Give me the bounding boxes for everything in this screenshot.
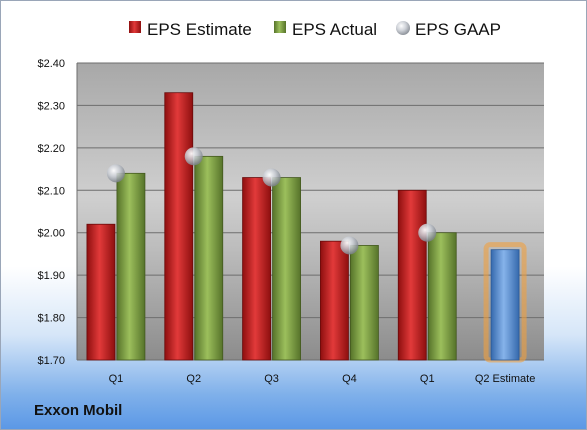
legend-item-eps-estimate: EPS Estimate <box>129 20 252 39</box>
plot-area <box>77 63 544 360</box>
company-name: Exxon Mobil <box>34 402 123 419</box>
y-tick-label: $2.00 <box>37 228 65 240</box>
bar-q2-estimate <box>490 249 520 361</box>
legend-item-eps-actual: EPS Actual <box>274 20 377 39</box>
legend-item-eps-gaap: EPS GAAP <box>396 20 501 39</box>
bar-eps-estimate-3 <box>320 240 349 361</box>
marker-eps-gaap-3 <box>340 236 359 255</box>
legend-label-eps-actual: EPS Actual <box>292 20 377 39</box>
legend-swatch-eps-estimate <box>129 21 141 33</box>
bars <box>86 92 527 363</box>
legend-swatch-eps-actual <box>274 21 286 33</box>
marker-eps-gaap-2 <box>262 168 281 187</box>
x-tick-label: Q1 <box>420 373 435 385</box>
y-axis-ticks: $1.70 $1.80 $1.90 $2.00 $2.10 $2.20 $2.30 $2.40 <box>37 58 65 367</box>
x-tick-label: Q2 <box>186 373 201 385</box>
y-tick-label: $2.40 <box>37 58 65 70</box>
bar-eps-estimate-1 <box>164 92 194 361</box>
y-tick-label: $1.80 <box>37 313 65 325</box>
bar-eps-estimate-4 <box>397 189 427 361</box>
bar-eps-actual-1 <box>194 155 224 361</box>
marker-eps-gaap-0 <box>106 164 125 183</box>
x-tick-label: Q2 Estimate <box>475 373 536 385</box>
legend: EPS Estimate EPS Actual EPS GAAP <box>129 20 501 39</box>
marker-eps-gaap-1 <box>184 147 203 166</box>
y-tick-label: $2.20 <box>37 143 65 155</box>
x-tick-label: Q1 <box>109 373 124 385</box>
bar-eps-actual-0 <box>116 172 146 361</box>
gridlines <box>76 62 544 361</box>
y-tick-label: $1.70 <box>37 355 65 367</box>
x-tick-label: Q4 <box>342 373 357 385</box>
marker-eps-gaap-4 <box>418 223 437 242</box>
bar-eps-actual-2 <box>272 177 301 361</box>
bar-eps-actual-3 <box>350 245 379 361</box>
legend-label-eps-gaap: EPS GAAP <box>415 20 501 39</box>
y-tick-label: $1.90 <box>37 270 65 282</box>
x-axis-ticks: Q1 Q2 Q3 Q4 Q1 Q2 Estimate <box>109 373 536 385</box>
y-tick-label: $2.30 <box>37 100 65 112</box>
gaap-markers <box>106 147 437 255</box>
bar-eps-actual-4 <box>427 232 457 361</box>
x-tick-label: Q3 <box>264 373 279 385</box>
y-tick-label: $2.10 <box>37 185 65 197</box>
bar-eps-estimate-0 <box>86 223 116 361</box>
bar-eps-estimate-2 <box>242 177 271 361</box>
legend-label-eps-estimate: EPS Estimate <box>147 20 252 39</box>
legend-marker-eps-gaap <box>396 21 410 35</box>
